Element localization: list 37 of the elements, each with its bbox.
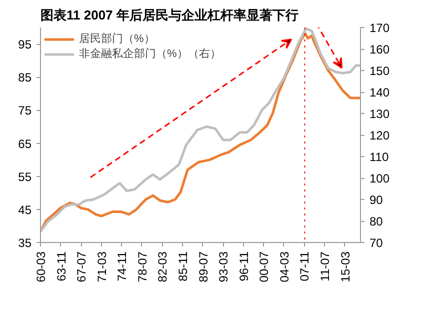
y2-tick-label: 70 <box>370 236 384 250</box>
legend-label: 居民部门（%） <box>79 32 155 46</box>
y-tick-label: 75 <box>18 104 32 118</box>
y2-tick-label: 120 <box>370 128 390 142</box>
chart-title: 图表11 2007 年后居民与企业杠杆率显著下行 <box>40 8 298 22</box>
x-tick-label: 78-07 <box>135 251 150 282</box>
x-tick-label: 96-11 <box>236 251 251 282</box>
x-tick-label: 00-07 <box>257 251 272 282</box>
y2-tick-label: 80 <box>370 214 384 228</box>
y-tick-label: 85 <box>18 70 32 85</box>
x-tick-label: 74-11 <box>115 251 130 282</box>
y-tick-label: 95 <box>18 38 32 52</box>
y-tick-label: 45 <box>18 202 32 217</box>
x-tick-label: 11-07 <box>318 251 332 282</box>
y2-tick-label: 150 <box>370 64 390 78</box>
x-tick-label: 15-03 <box>338 251 352 282</box>
y2-tick-label: 100 <box>370 172 390 186</box>
y2-tick-label: 140 <box>370 86 390 100</box>
x-tick-label: 07-11 <box>298 251 312 282</box>
y-tick-label: 35 <box>18 236 32 250</box>
y2-tick-label: 90 <box>370 193 384 207</box>
x-tick-label: 63-11 <box>54 251 68 282</box>
y2-tick-label: 170 <box>370 21 390 35</box>
x-tick-label: 67-07 <box>74 251 89 282</box>
y-tick-label: 65 <box>18 136 32 151</box>
x-tick-label: 60-03 <box>34 251 48 282</box>
x-tick-label: 93-03 <box>216 251 231 282</box>
x-tick-label: 82-03 <box>156 251 170 282</box>
y2-tick-label: 160 <box>370 42 390 56</box>
y2-tick-label: 130 <box>370 107 390 121</box>
y-tick-label: 55 <box>18 170 32 184</box>
x-tick-label: 71-03 <box>94 251 109 282</box>
x-tick-label: 04-03 <box>277 251 292 282</box>
y2-tick-label: 110 <box>370 150 389 164</box>
x-tick-label: 89-07 <box>196 251 210 282</box>
x-tick-label: 85-11 <box>176 251 190 282</box>
legend-label: 非金融私企部门（%）（右） <box>79 46 221 61</box>
